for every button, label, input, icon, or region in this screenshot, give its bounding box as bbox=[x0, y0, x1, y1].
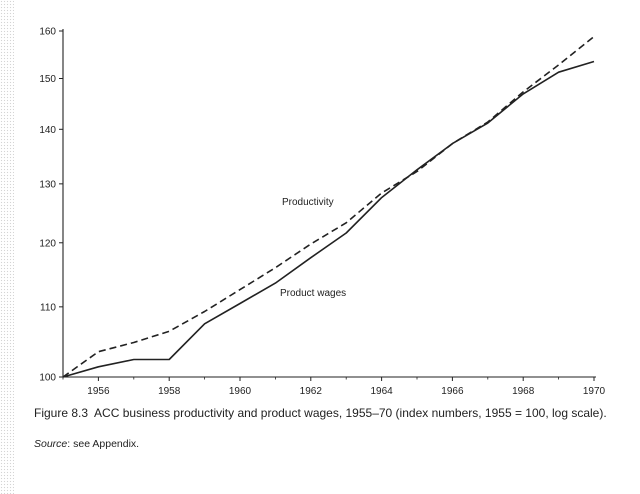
y-tick-labels: 100 110 120 130 140 150 160 bbox=[39, 27, 56, 384]
y-tick-label: 140 bbox=[39, 125, 56, 136]
x-tick-label: 1960 bbox=[229, 386, 252, 397]
figure-source: Source: see Appendix. bbox=[34, 438, 139, 450]
x-tick-label: 1958 bbox=[158, 386, 181, 397]
source-label: Source bbox=[34, 438, 68, 450]
x-tick-label: 1968 bbox=[512, 386, 535, 397]
y-tick-label: 110 bbox=[40, 302, 56, 313]
series-line-productivity bbox=[62, 35, 595, 378]
series-line-product-wages bbox=[62, 60, 595, 378]
line-chart: 1956 1958 1960 1962 1964 1966 1968 1970 1001101… bbox=[39, 27, 605, 398]
chart-axes bbox=[59, 29, 596, 381]
y-tick-label: 150 bbox=[39, 74, 56, 85]
figure-caption: Figure 8.3 ACC business productivity and… bbox=[34, 406, 630, 421]
source-text: : see Appendix. bbox=[67, 438, 140, 450]
figure-label: Figure 8.3 bbox=[34, 406, 89, 420]
x-tick-label: 1966 bbox=[441, 386, 464, 397]
series-label-product-wages: Product wages bbox=[280, 288, 346, 299]
page-edge-texture bbox=[0, 0, 14, 494]
series-lines bbox=[62, 35, 595, 378]
figure-caption-text: ACC business productivity and product wa… bbox=[94, 406, 607, 420]
x-tick-label: 1970 bbox=[583, 386, 606, 397]
y-tick-label: 160 bbox=[39, 27, 56, 38]
y-tick-label: 100 bbox=[39, 373, 56, 384]
x-tick-label: 1962 bbox=[300, 386, 323, 397]
series-label-productivity: Productivity bbox=[282, 197, 334, 208]
x-tick-labels: 1956 1958 1960 1962 1964 1966 1968 1970 bbox=[87, 386, 605, 397]
y-tick-label: 130 bbox=[39, 179, 56, 190]
x-tick-label: 1964 bbox=[370, 386, 393, 397]
x-tick-label: 1956 bbox=[87, 386, 110, 397]
y-tick-label: 120 bbox=[39, 238, 56, 249]
